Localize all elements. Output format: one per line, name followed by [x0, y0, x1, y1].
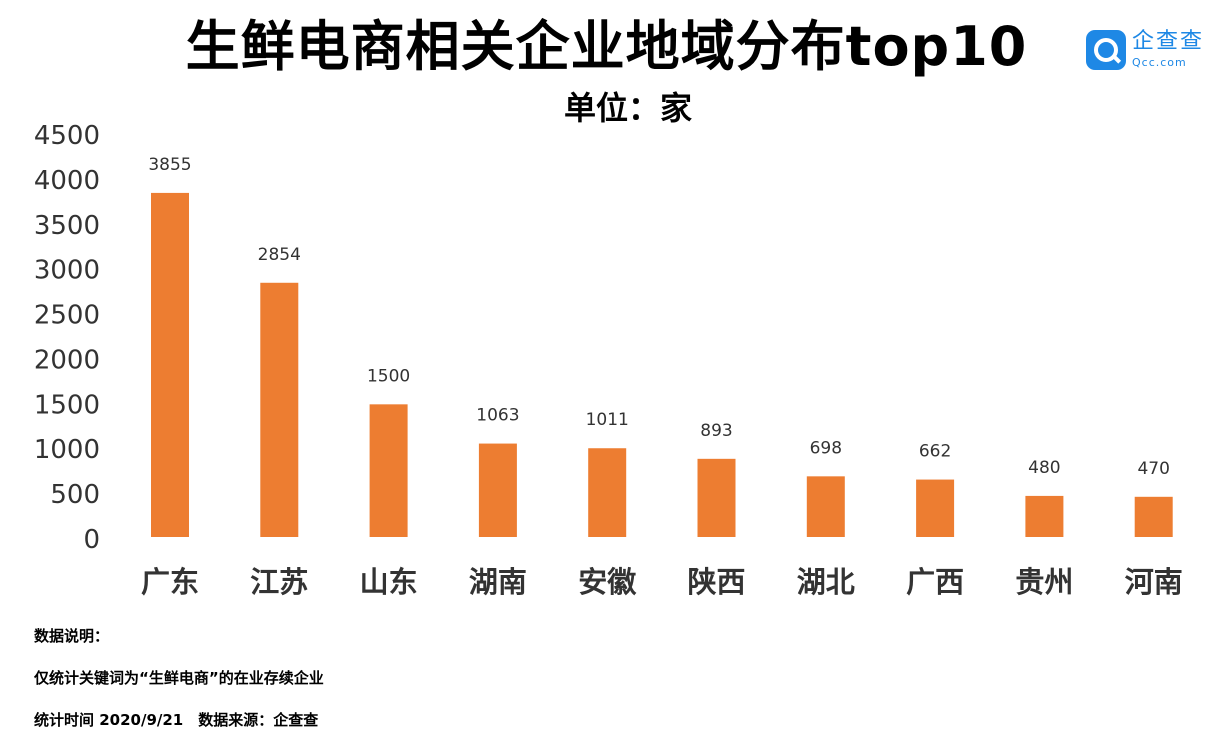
bar-chart: 0 500 1000 1500 2000 2500 3000 3500 4000 4500 3855…	[34, 121, 1183, 599]
qcc-logo: 企查查 Qcc.com	[1086, 28, 1206, 74]
bar	[804, 474, 847, 540]
data-label: 698	[810, 438, 842, 458]
data-label: 3855	[148, 155, 191, 175]
data-label: 1063	[476, 406, 519, 426]
x-tick-label: 安徽	[578, 565, 637, 599]
x-tick-label: 江苏	[250, 565, 308, 599]
bar	[695, 456, 738, 539]
data-label: 480	[1028, 458, 1060, 478]
y-tick-label: 0	[83, 525, 100, 555]
x-tick-label: 贵州	[1015, 565, 1073, 599]
y-tick-label: 3500	[34, 211, 100, 241]
qcc-search-icon	[1086, 30, 1126, 70]
x-tick-label: 山东	[360, 565, 418, 599]
x-tick-label: 广西	[906, 565, 964, 599]
y-tick-label: 2500	[34, 301, 100, 331]
data-label: 470	[1137, 459, 1169, 479]
y-tick-label: 500	[50, 480, 100, 510]
x-tick-label: 陕西	[687, 565, 745, 599]
x-tick-label: 广东	[141, 565, 199, 599]
logo-text: 企查查	[1132, 29, 1205, 54]
logo-domain: Qcc.com	[1132, 56, 1187, 69]
y-tick-label: 3000	[34, 256, 100, 286]
bar	[914, 477, 957, 539]
data-note-heading: 数据说明：	[34, 627, 110, 645]
data-label: 1500	[367, 366, 410, 386]
y-tick-label: 2000	[34, 345, 100, 375]
x-tick-label: 湖北	[797, 565, 855, 599]
y-tick-label: 1000	[34, 435, 100, 465]
y-tick-label: 1500	[34, 390, 100, 420]
chart-subtitle: 单位：家	[563, 89, 692, 127]
y-tick-label: 4500	[34, 121, 100, 151]
data-label: 893	[700, 421, 732, 441]
bar	[476, 441, 519, 539]
bar	[586, 446, 629, 540]
y-tick-label: 4000	[34, 166, 100, 196]
bar	[1132, 494, 1175, 539]
data-label: 2854	[258, 245, 301, 265]
bar	[149, 190, 191, 539]
bar	[367, 402, 410, 540]
x-tick-label: 河南	[1125, 565, 1183, 599]
data-label: 662	[919, 442, 951, 462]
data-note-scope: 仅统计关键词为“生鲜电商”的在业存续企业	[34, 669, 324, 687]
chart-title: 生鲜电商相关企业地域分布top10	[185, 15, 1028, 78]
data-note-source: 统计时间 2020/9/21 数据来源：企查查	[34, 711, 319, 729]
bar	[258, 280, 301, 539]
data-label: 1011	[586, 410, 629, 430]
bar	[1023, 493, 1066, 540]
x-tick-label: 湖南	[469, 565, 527, 599]
